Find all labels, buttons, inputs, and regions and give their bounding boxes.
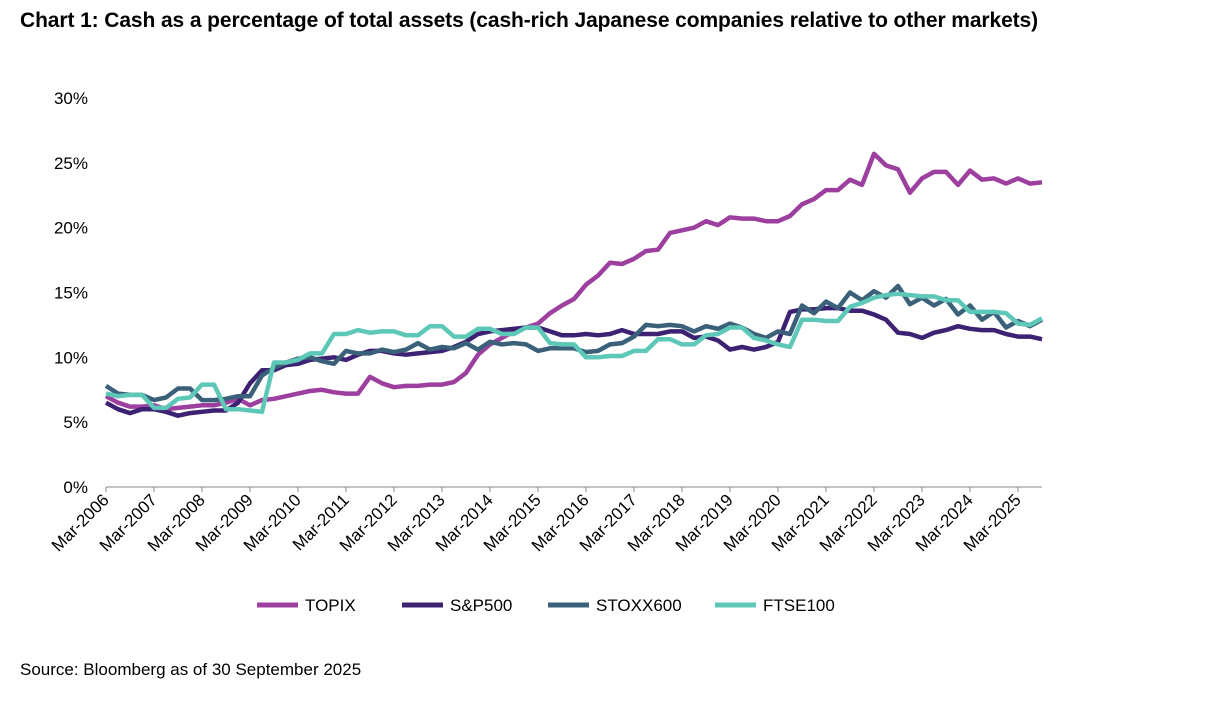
y-tick-label: 25%: [54, 154, 88, 173]
y-tick-label: 15%: [54, 284, 88, 303]
y-axis: 0% 5% 10% 15% 20% 25% 30%: [54, 89, 88, 497]
legend-label: S&P500: [450, 596, 512, 615]
series-line-topix: [104, 151, 1043, 412]
y-tick-label: 20%: [54, 219, 88, 238]
series-line-sp500: [104, 305, 1043, 418]
y-tick-label: 0%: [63, 478, 88, 497]
y-tick-label: 5%: [63, 413, 88, 432]
series-line-stoxx600: [104, 283, 1044, 403]
y-tick-label: 10%: [54, 348, 88, 367]
legend-label: STOXX600: [596, 596, 682, 615]
legend-label: TOPIX: [305, 596, 356, 615]
legend-label: FTSE100: [763, 596, 835, 615]
x-axis: Mar-2006Mar-2007Mar-2008Mar-2009Mar-2010…: [48, 486, 1042, 555]
chart-title: Chart 1: Cash as a percentage of total a…: [20, 9, 1039, 32]
legend: TOPIX S&P500 STOXX600 FTSE100: [257, 596, 835, 615]
series-line-ftse100: [105, 291, 1044, 415]
y-tick-label: 30%: [54, 89, 88, 108]
series-lines: [104, 151, 1044, 418]
source-note: Source: Bloomberg as of 30 September 202…: [20, 660, 362, 679]
